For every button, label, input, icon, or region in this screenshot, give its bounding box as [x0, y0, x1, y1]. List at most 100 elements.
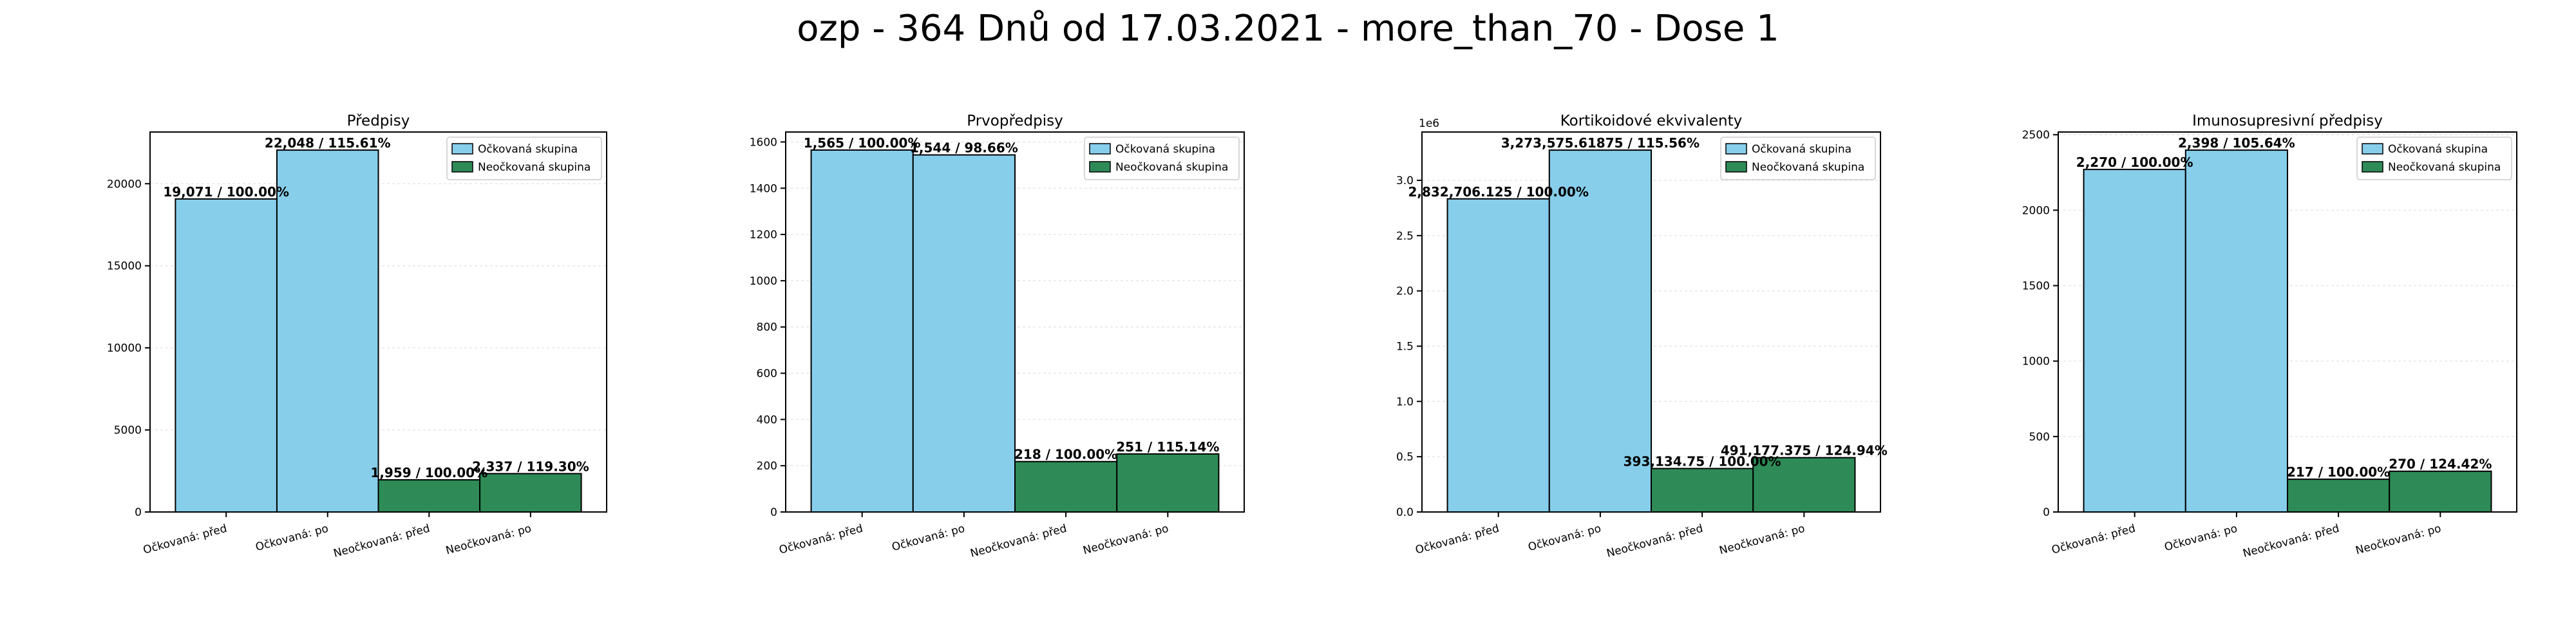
bar-value-label: 251 / 115.14%	[1116, 439, 1219, 455]
bar-vaccinated	[912, 154, 1016, 513]
legend-label: Neočkovaná skupina	[2388, 161, 2501, 174]
legend-box	[446, 137, 602, 180]
y-tick-label: 800	[757, 321, 777, 334]
y-tick-label: 0	[135, 506, 142, 519]
y-tick-label: 0.0	[1396, 506, 1414, 519]
subplot-title: Kortikoidové ekvivalenty	[1560, 113, 1743, 129]
bar-value-label: 1,565 / 100.00%	[804, 135, 921, 151]
legend-label: Očkovaná skupina	[2388, 143, 2488, 156]
bar-vaccinated	[1446, 198, 1550, 513]
axes-frame	[149, 131, 607, 513]
y-tick-label: 0	[770, 506, 777, 519]
y-tick-label: 0	[2043, 506, 2050, 519]
bar-unvaccinated	[1651, 468, 1754, 513]
subplot-title: Imunosupresivní předpisy	[2192, 113, 2383, 129]
legend-swatch-vaccinated	[1725, 143, 1747, 155]
y-tick-label: 1.5	[1396, 341, 1414, 354]
x-tick-label: Neočkovaná: před	[969, 522, 1068, 560]
bar-value-label: 1,959 / 100.00%	[370, 465, 488, 480]
x-tick-label: Neočkovaná: před	[2242, 522, 2341, 560]
legend-label: Neočkovaná skupina	[1115, 161, 1228, 174]
x-tick-label: Očkovaná: před	[1414, 522, 1501, 557]
legend-box	[2356, 137, 2512, 180]
legend-label: Očkovaná skupina	[478, 143, 578, 156]
y-tick-label: 1600	[750, 136, 777, 149]
bar-unvaccinated	[377, 479, 481, 513]
bar-value-label: 3,273,575.61875 / 115.56%	[1501, 135, 1700, 151]
y-tick-label: 5000	[114, 424, 142, 437]
legend-swatch-vaccinated	[451, 143, 473, 155]
y-tick-label: 1000	[2022, 355, 2050, 368]
x-tick-label: Očkovaná: před	[142, 522, 228, 557]
bar-vaccinated	[2184, 149, 2289, 513]
bar-vaccinated	[175, 198, 278, 513]
legend-label: Neočkovaná skupina	[1752, 161, 1864, 174]
y-tick-label: 3.0	[1396, 175, 1414, 187]
bar-value-label: 393,134.75 / 100.00%	[1624, 454, 1781, 469]
legend-box	[1084, 137, 1240, 180]
x-tick-label: Neočkovaná: po	[2354, 522, 2443, 558]
legend-label: Očkovaná skupina	[1752, 143, 1852, 156]
legend-swatch-vaccinated	[2362, 143, 2383, 155]
bar-vaccinated	[1548, 149, 1653, 513]
bar-value-label: 2,832,706.125 / 100.00%	[1408, 184, 1588, 200]
axes-frame	[785, 131, 1245, 513]
y-tick-label: 2.0	[1396, 285, 1414, 298]
legend-swatch-unvaccinated	[1725, 161, 1747, 173]
bar-unvaccinated	[2287, 478, 2391, 513]
y-offset-label: 1e6	[1419, 117, 1439, 130]
y-tick-label: 2500	[2022, 129, 2050, 142]
y-tick-label: 2.5	[1396, 230, 1414, 243]
legend-label: Neočkovaná skupina	[478, 161, 591, 174]
x-tick-label: Očkovaná: po	[891, 522, 967, 554]
bar-unvaccinated	[479, 473, 582, 513]
y-tick-label: 2000	[2022, 204, 2050, 217]
x-tick-label: Očkovaná: před	[2050, 522, 2137, 557]
x-tick-label: Neočkovaná: po	[1718, 522, 1806, 558]
bar-value-label: 270 / 124.42%	[2389, 457, 2492, 472]
y-tick-label: 1500	[2022, 280, 2050, 293]
y-tick-label: 200	[757, 460, 777, 473]
axes-frame	[1421, 131, 1881, 513]
x-tick-label: Neočkovaná: po	[1082, 522, 1170, 558]
y-tick-label: 600	[757, 368, 777, 381]
x-tick-label: Očkovaná: po	[254, 522, 330, 554]
bar-vaccinated	[276, 149, 379, 513]
bar-value-label: 2,270 / 100.00%	[2076, 155, 2193, 170]
x-tick-label: Očkovaná: po	[1527, 522, 1603, 554]
x-tick-label: Neočkovaná: před	[1605, 522, 1705, 560]
y-tick-label: 1200	[750, 229, 777, 242]
x-tick-label: Neočkovaná: po	[444, 522, 533, 558]
y-tick-label: 500	[2029, 431, 2050, 444]
bar-value-label: 217 / 100.00%	[2287, 464, 2390, 480]
figure-title: ozp - 364 Dnů od 17.03.2021 - more_than_…	[797, 8, 1779, 50]
x-tick-label: Očkovaná: před	[778, 522, 864, 557]
bar-value-label: 2,398 / 105.64%	[2178, 135, 2295, 151]
bar-value-label: 491,177.375 / 124.94%	[1721, 443, 1888, 459]
subplot-title: Prvopředpisy	[967, 113, 1063, 129]
y-tick-label: 10000	[107, 342, 142, 355]
bar-unvaccinated	[1116, 453, 1220, 513]
legend-swatch-vaccinated	[1089, 143, 1111, 155]
x-tick-label: Neočkovaná: před	[332, 522, 431, 560]
legend-label: Očkovaná skupina	[1115, 143, 1215, 156]
legend-swatch-unvaccinated	[2362, 161, 2383, 173]
axes-frame	[2058, 131, 2517, 513]
legend-box	[1720, 137, 1876, 180]
y-tick-label: 20000	[107, 178, 142, 191]
bar-value-label: 19,071 / 100.00%	[163, 184, 289, 200]
bar-value-label: 22,048 / 115.61%	[265, 135, 391, 151]
legend-swatch-unvaccinated	[451, 161, 473, 173]
legend-swatch-unvaccinated	[1089, 161, 1111, 173]
bar-value-label: 2,337 / 119.30%	[472, 459, 589, 474]
bar-unvaccinated	[2389, 470, 2492, 513]
bar-unvaccinated	[1014, 460, 1118, 513]
bar-value-label: 1,544 / 98.66%	[910, 140, 1018, 156]
y-tick-label: 1400	[750, 182, 777, 195]
bar-value-label: 218 / 100.00%	[1014, 447, 1117, 462]
y-tick-label: 15000	[107, 260, 142, 273]
y-tick-label: 0.5	[1396, 451, 1414, 464]
subplot-title: Předpisy	[347, 113, 410, 129]
y-tick-label: 1.0	[1396, 395, 1414, 408]
